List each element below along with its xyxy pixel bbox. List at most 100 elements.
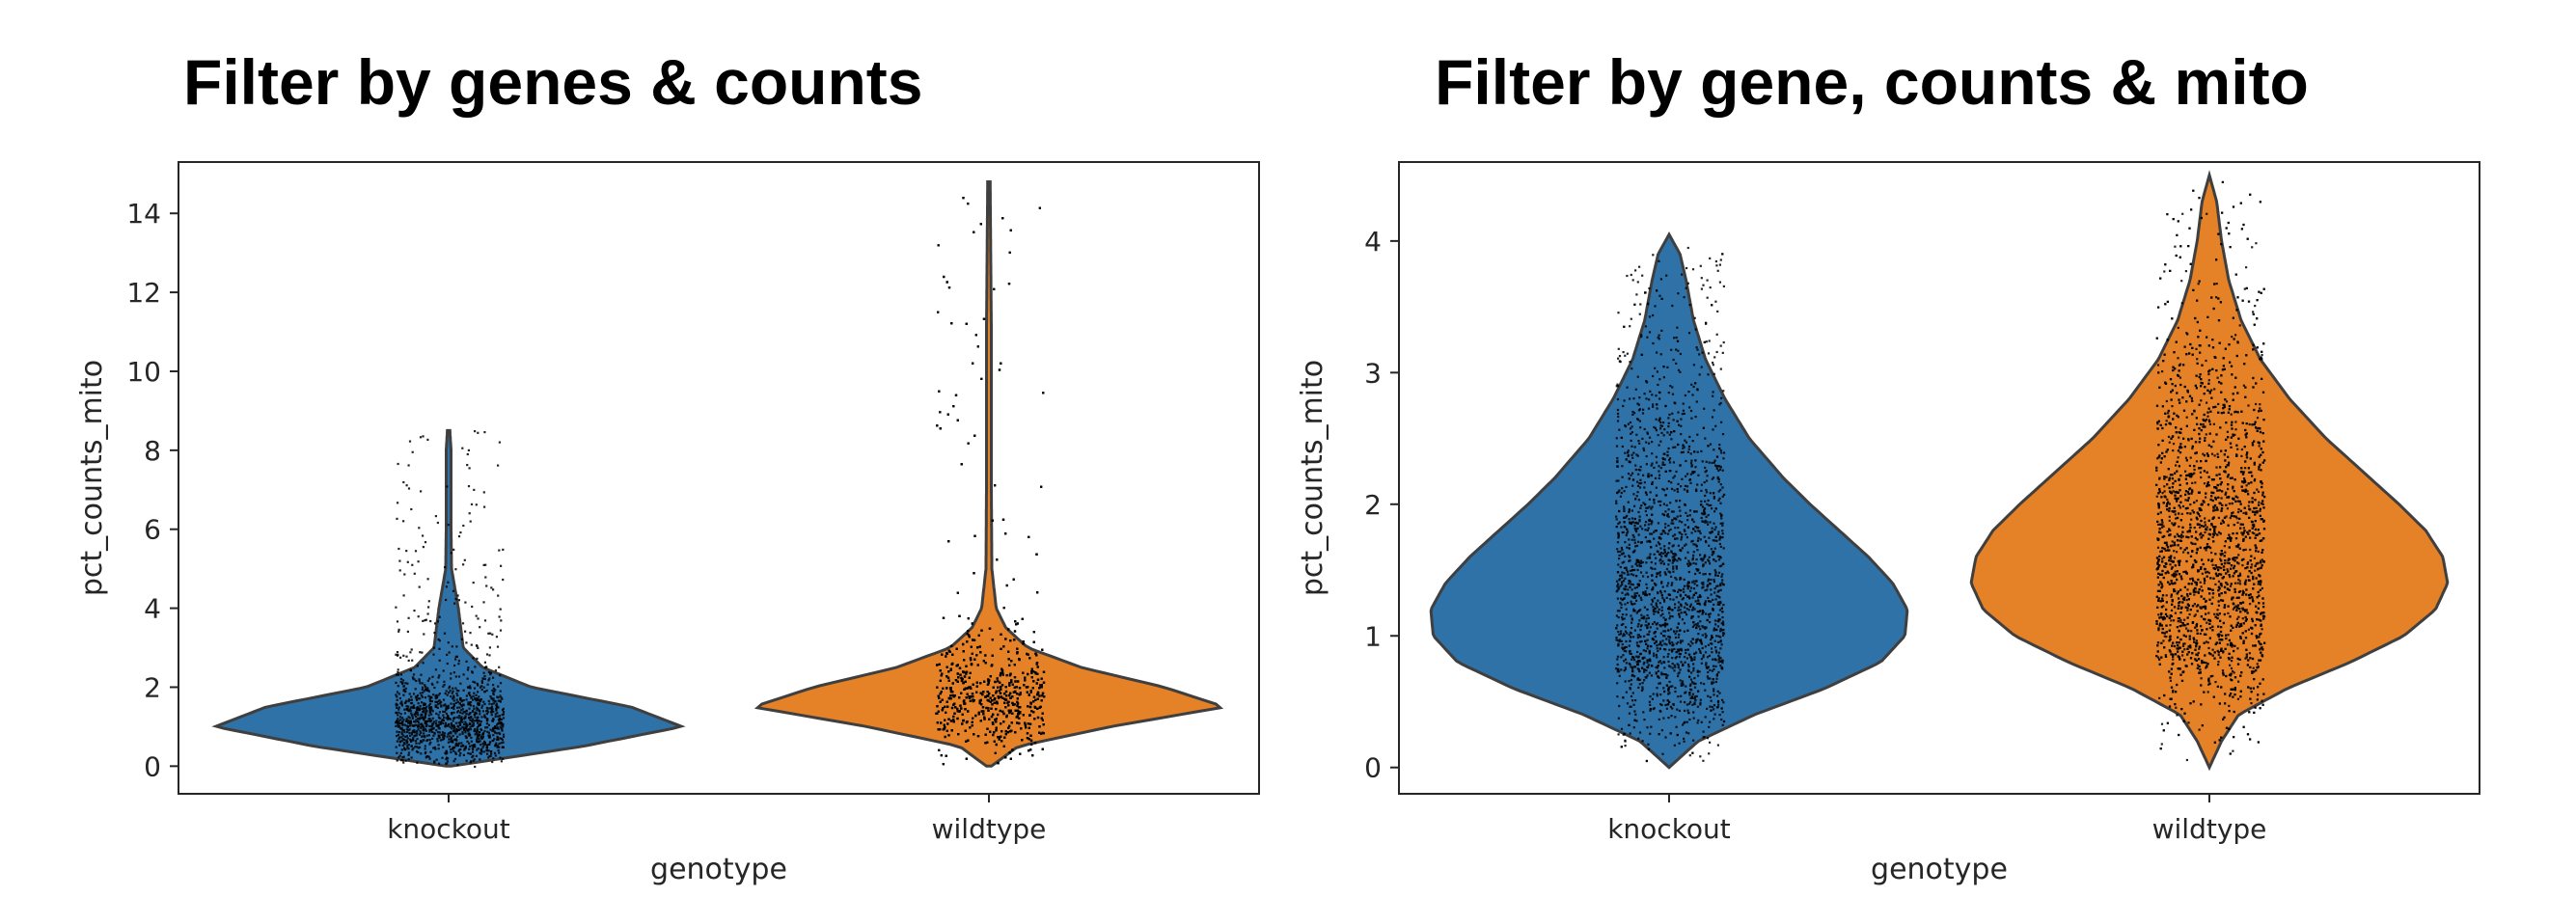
data-point [1699, 755, 1702, 758]
data-point [1655, 544, 1658, 547]
data-point [452, 671, 455, 674]
data-point [945, 754, 947, 757]
data-point [1682, 723, 1685, 726]
data-point [1698, 648, 1701, 651]
data-point [454, 732, 457, 735]
data-point [472, 582, 475, 584]
data-point [442, 710, 445, 713]
data-point [499, 629, 503, 632]
data-point [402, 693, 405, 696]
data-point [1019, 693, 1022, 695]
data-point [1624, 667, 1628, 670]
data-point [1683, 544, 1686, 547]
data-point [483, 674, 486, 678]
data-point [1642, 448, 1646, 452]
data-point [417, 720, 420, 722]
data-point [935, 712, 938, 715]
data-point [991, 519, 994, 522]
data-point [433, 632, 436, 635]
data-point [1658, 294, 1661, 297]
data-point [445, 598, 448, 602]
y-tick-label: 8 [144, 435, 161, 467]
data-point [1002, 712, 1005, 716]
data-point [1617, 536, 1620, 539]
data-point [483, 691, 486, 693]
data-point [1713, 667, 1715, 670]
data-point [490, 705, 493, 709]
data-point [439, 739, 442, 742]
data-point [482, 671, 485, 674]
data-point [1656, 461, 1658, 464]
data-point [1700, 287, 1703, 290]
data-point [400, 731, 403, 734]
data-point [1615, 614, 1618, 617]
data-point [1668, 639, 1671, 641]
data-point [407, 721, 410, 724]
data-point [448, 732, 451, 735]
data-point [478, 731, 480, 734]
data-point [1649, 709, 1652, 712]
data-point [1616, 397, 1620, 401]
data-point [401, 679, 405, 682]
data-point [485, 748, 489, 751]
data-point [492, 757, 495, 760]
data-point [454, 675, 457, 678]
data-point [1627, 601, 1630, 605]
data-point [1625, 608, 1628, 611]
data-point [959, 673, 962, 676]
data-point [405, 718, 408, 720]
data-point [449, 746, 452, 748]
data-point [984, 695, 987, 698]
data-point [425, 618, 427, 621]
data-point [1709, 492, 1712, 495]
data-point [992, 694, 995, 697]
data-point [1719, 502, 1722, 504]
data-point [984, 654, 987, 657]
data-point [1718, 263, 1721, 266]
data-point [401, 723, 404, 726]
data-point [1008, 751, 1011, 754]
data-point [416, 729, 419, 733]
data-point [1687, 609, 1690, 611]
data-point [1676, 537, 1679, 540]
data-point [444, 751, 447, 754]
data-point [1618, 670, 1621, 673]
data-point [424, 714, 426, 717]
data-point [469, 752, 472, 755]
data-point [1029, 691, 1032, 693]
data-point [481, 710, 484, 713]
data-point [1680, 611, 1683, 614]
data-point [938, 390, 941, 393]
data-point [1013, 676, 1017, 679]
data-point [1719, 449, 1722, 452]
data-point [1711, 461, 1713, 464]
data-point [1628, 644, 1631, 647]
data-point [480, 681, 483, 684]
data-point [477, 431, 480, 434]
data-point [402, 728, 405, 732]
data-point [395, 712, 397, 715]
data-point [1706, 585, 1709, 588]
data-point [405, 735, 408, 738]
data-point [477, 735, 480, 738]
data-point [457, 675, 461, 678]
data-point [472, 759, 475, 762]
data-point [1666, 366, 1669, 368]
data-point [414, 713, 417, 716]
data-point [1041, 648, 1044, 651]
data-point [1653, 537, 1656, 540]
data-point [944, 726, 946, 729]
data-point [397, 685, 399, 688]
data-point [499, 674, 502, 677]
data-point [434, 705, 437, 708]
data-point [966, 640, 969, 643]
data-point [1706, 707, 1709, 710]
data-point [1672, 565, 1675, 568]
data-point [483, 729, 486, 733]
data-point [1042, 723, 1045, 726]
data-point [406, 730, 409, 734]
data-point [477, 646, 480, 649]
data-point [1686, 668, 1690, 671]
data-point [1715, 539, 1718, 542]
data-point [1616, 548, 1619, 551]
